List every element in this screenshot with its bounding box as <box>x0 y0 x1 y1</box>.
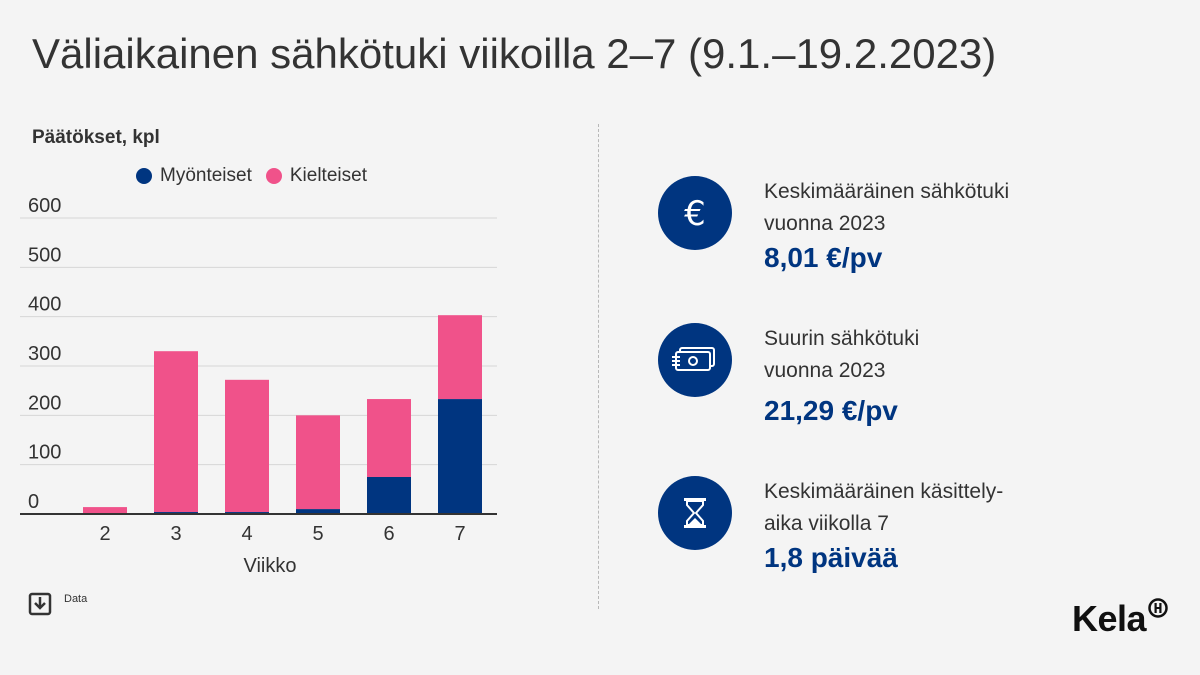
stat-value: 8,01 €/pv <box>764 242 883 273</box>
y-tick-label: 100 <box>28 442 61 464</box>
bar-myonteiset <box>438 399 482 514</box>
x-tick-label: 3 <box>170 523 181 545</box>
stat-value: 21,29 €/pv <box>764 395 898 426</box>
stat-label: Suurin sähkötuki vuonna 2023 <box>764 327 920 382</box>
y-tick-label: 600 <box>28 195 61 217</box>
kela-logo: Kela <box>1072 598 1168 640</box>
bar-kielteiset <box>154 351 198 513</box>
legend-label-kielteiset: Kielteiset <box>289 165 367 186</box>
stat-average-support: € Keskimääräinen sähkötuki vuonna 2023 8… <box>658 176 1078 286</box>
x-tick-label: 7 <box>454 523 465 545</box>
x-tick-label: 2 <box>99 523 110 545</box>
legend-item-kielteiset: Kielteiset <box>265 165 367 187</box>
section-divider <box>598 124 599 609</box>
bar-myonteiset <box>296 509 340 514</box>
bar-kielteiset <box>296 415 340 510</box>
legend-swatch-kielteiset <box>265 168 282 184</box>
download-icon <box>28 592 52 616</box>
x-tick-label: 6 <box>383 523 394 545</box>
stat-label: Keskimääräinen käsittely- aika viikolla … <box>764 480 1004 535</box>
stat-max-support: Suurin sähkötuki vuonna 2023 21,29 €/pv <box>658 323 1078 433</box>
chart-legend: Myönteiset Kielteiset <box>136 165 381 187</box>
x-axis-title: Viikko <box>244 555 297 577</box>
y-tick-label: 500 <box>28 244 61 266</box>
stat-label: Keskimääräinen sähkötuki vuonna 2023 <box>764 180 1010 235</box>
download-data-button[interactable]: Data <box>28 592 87 616</box>
y-tick-label: 300 <box>28 343 61 365</box>
y-tick-label: 200 <box>28 392 61 414</box>
stat-value: 1,8 päivää <box>764 542 898 573</box>
x-tick-label: 4 <box>241 523 252 545</box>
bar-kielteiset <box>367 399 411 477</box>
kela-logo-mark <box>1148 598 1168 618</box>
x-tick-label: 5 <box>312 523 323 545</box>
download-label: Data <box>64 593 88 605</box>
bar-myonteiset <box>367 477 411 514</box>
y-tick-label: 400 <box>28 294 61 316</box>
bar-kielteiset <box>83 507 127 514</box>
svg-text:€: € <box>684 194 706 233</box>
legend-item-myonteiset: Myönteiset <box>136 165 252 187</box>
legend-label-myonteiset: Myönteiset <box>160 165 252 186</box>
stat-processing-time: Keskimääräinen käsittely- aika viikolla … <box>658 476 1078 586</box>
bar-chart: 0 100 200 300 400 500 600 2 3 4 5 6 7 Viikko <box>20 195 497 577</box>
y-axis-title: Päätökset, kpl <box>32 127 160 148</box>
bar-kielteiset <box>438 315 482 400</box>
y-tick-label: 0 <box>28 491 39 513</box>
euro-icon: € <box>658 176 732 250</box>
legend-swatch-myonteiset <box>136 168 152 184</box>
hourglass-icon <box>658 476 732 550</box>
bar-kielteiset <box>225 379 269 513</box>
money-stack-icon <box>658 323 732 397</box>
page-title: Väliaikainen sähkötuki viikoilla 2–7 (9.… <box>32 30 997 77</box>
